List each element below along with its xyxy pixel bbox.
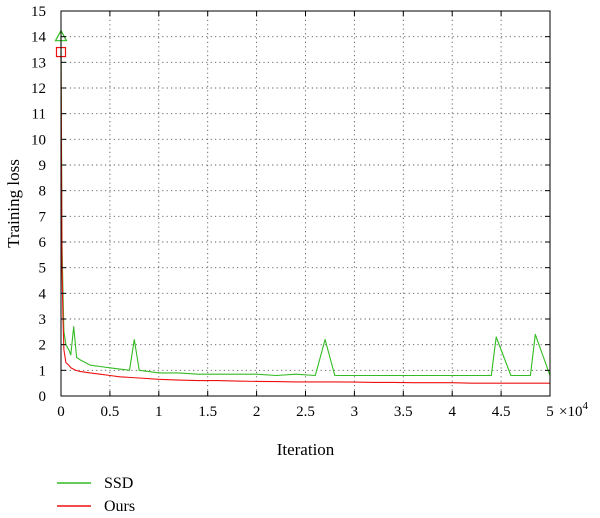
tick-labels: 0 0.5 1 1.5 2 2.5 3 3.5 4 4.5 50123456789101112131…: [31, 4, 554, 420]
y-tick-label: 13: [31, 55, 46, 71]
x-tick-label: 5: [546, 404, 554, 420]
x-tick-label: 3.5: [394, 404, 413, 420]
y-tick-label: 12: [31, 81, 46, 97]
x-axis-title: Iteration: [277, 440, 335, 459]
x-tick-label: 3: [351, 404, 359, 420]
y-tick-label: 0: [39, 389, 47, 405]
y-tick-label: 15: [31, 4, 46, 20]
series-layer: [54, 29, 551, 384]
y-tick-label: 9: [39, 158, 47, 174]
x-axis-multiplier-base: ×10: [559, 404, 582, 420]
x-tick-label: 0: [57, 404, 65, 420]
x-axis-multiplier: ×104: [559, 400, 588, 420]
y-tick-label: 8: [39, 184, 47, 200]
y-tick-label: 3: [39, 312, 47, 328]
axis-ticks: [60, 10, 551, 397]
y-tick-label: 5: [39, 261, 47, 277]
y-tick-label: 1: [39, 363, 47, 379]
x-axis-multiplier-exponent: 4: [582, 400, 588, 412]
y-tick-label: 4: [39, 286, 47, 302]
y-tick-label: 10: [31, 132, 46, 148]
series-line-ssd: [60, 36, 551, 377]
y-tick-label: 14: [31, 30, 47, 46]
grid-lines: [61, 11, 550, 396]
x-tick-label: 1: [155, 404, 163, 420]
y-tick-label: 2: [39, 338, 47, 354]
x-tick-label: 4: [448, 404, 456, 420]
y-axis-title: Training loss: [4, 159, 23, 248]
y-tick-label: 6: [39, 235, 47, 251]
series-line-ours: [60, 52, 550, 384]
x-tick-label: 2.5: [296, 404, 315, 420]
y-tick-label: 7: [39, 209, 47, 225]
legend: SSD Ours: [57, 475, 135, 515]
x-tick-label: 4.5: [492, 404, 511, 420]
x-tick-label: 2: [253, 404, 261, 420]
legend-item-ours: Ours: [57, 498, 135, 515]
x-tick-label: 1.5: [198, 404, 217, 420]
y-tick-label: 11: [32, 107, 46, 123]
x-tick-label: 0.5: [101, 404, 120, 420]
legend-label: Ours: [104, 498, 135, 515]
legend-label: SSD: [104, 475, 133, 492]
legend-item-ssd: SSD: [57, 475, 133, 492]
